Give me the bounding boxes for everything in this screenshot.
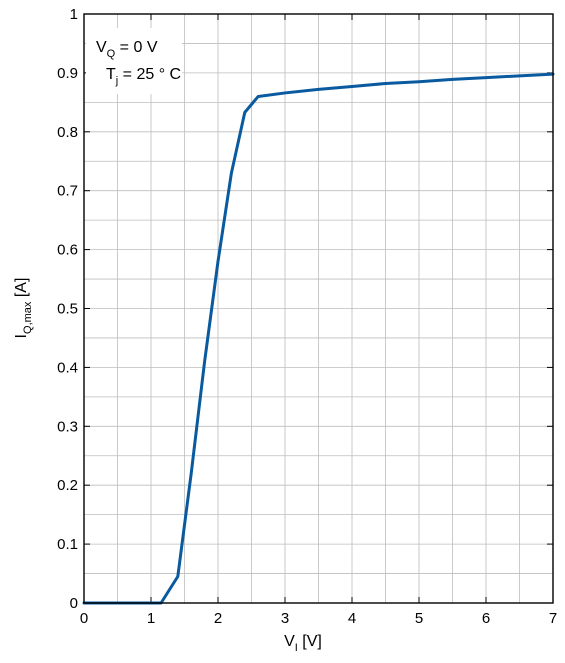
y-tick-label: 0.9 [57, 65, 78, 82]
x-tick-labels: 0 1 2 3 4 5 6 7 [80, 610, 557, 627]
x-tick-label: 3 [281, 610, 289, 627]
grid-minor [84, 14, 553, 603]
y-tick-label: 0.1 [57, 536, 78, 553]
x-tick-label: 1 [147, 610, 155, 627]
x-tick-label: 4 [348, 610, 356, 627]
y-tick-label: 1 [70, 6, 78, 23]
x-axis-label: VI [V] [284, 633, 322, 654]
y-tick-label: 0.7 [57, 183, 78, 200]
y-tick-label: 0.2 [57, 477, 78, 494]
y-axis-label: IQ,max [A] [13, 278, 34, 339]
x-tick-label: 5 [415, 610, 423, 627]
annotation-box: VQ = 0 V Tj = 25 ° C [86, 28, 182, 94]
y-tick-label: 0.5 [57, 301, 78, 318]
y-tick-label: 0.3 [57, 418, 78, 435]
y-tick-label: 0.8 [57, 124, 78, 141]
y-tick-label: 0.4 [57, 359, 78, 376]
x-tick-label: 6 [482, 610, 490, 627]
annotation-background [86, 28, 182, 94]
x-tick-label: 2 [214, 610, 222, 627]
x-tick-label: 7 [549, 610, 557, 627]
y-tick-label: 0 [70, 595, 78, 612]
y-tick-labels: 0 0.1 0.2 0.3 0.4 0.5 0.6 0.7 0.8 0.9 1 [57, 6, 78, 612]
x-tick-label: 0 [80, 610, 88, 627]
y-tick-label: 0.6 [57, 242, 78, 259]
